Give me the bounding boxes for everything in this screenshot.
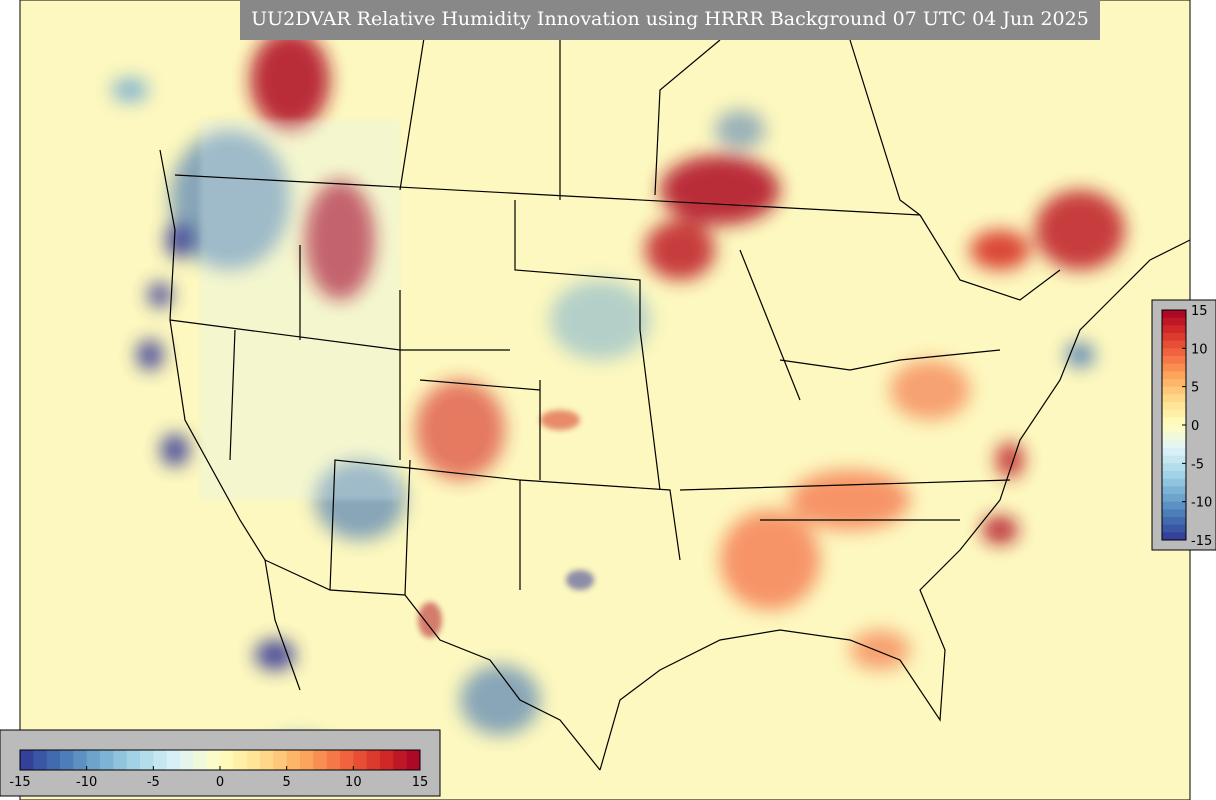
tick-label: 0 [1191, 419, 1199, 434]
tick-label: 10 [1191, 342, 1208, 357]
tick-label: 15 [412, 775, 429, 790]
map [20, 0, 1190, 800]
colorbar-step [273, 750, 288, 770]
colorbar-step [286, 750, 301, 770]
colorbar-step [353, 750, 368, 770]
colorbar-step [1162, 440, 1186, 449]
colorbar-step [166, 750, 181, 770]
colorbar-step [406, 750, 421, 770]
colorbar-step [1162, 363, 1186, 372]
colorbar-step [1162, 448, 1186, 457]
map-title: UU2DVAR Relative Humidity Innovation usi… [251, 8, 1089, 30]
colorbar-horizontal: -15 -10 -5 0 5 10 15 [9, 749, 429, 790]
colorbar-step [300, 750, 314, 770]
colorbar-step [73, 750, 88, 770]
colorbar-step [1162, 310, 1186, 319]
tick-label: 5 [1191, 381, 1199, 396]
colorbar-step [180, 750, 194, 770]
colorbar-step [1162, 348, 1186, 357]
colorbar-step [1162, 317, 1186, 326]
colorbar-step [1162, 471, 1186, 480]
innovation-field [112, 30, 1125, 785]
tick-label: -15 [9, 775, 30, 790]
colorbar-step [313, 750, 328, 770]
colorbar-step [233, 750, 248, 770]
colorbar-step [1162, 402, 1186, 411]
map-background [20, 0, 1190, 800]
colorbar-step [1162, 509, 1186, 518]
colorbar-step [206, 750, 221, 770]
boundaries [159, 0, 1190, 771]
colorbar-step [193, 750, 208, 770]
colorbar-step [46, 750, 61, 770]
colorbar-step [1162, 409, 1186, 418]
colorbar-step [33, 750, 48, 770]
colorbar-step [380, 750, 394, 770]
colorbar-step [393, 750, 408, 770]
colorbar-step [113, 750, 128, 770]
colorbar-step [1162, 455, 1186, 464]
tick-label: -5 [1191, 457, 1204, 472]
colorbar-step [1162, 532, 1186, 541]
colorbar-step [140, 750, 154, 770]
colorbar-step [1162, 486, 1186, 495]
colorbar-step [60, 750, 74, 770]
colorbar-step [153, 750, 168, 770]
colorbar-step [1162, 463, 1186, 472]
colorbar-step [1162, 494, 1186, 503]
tick-label: -15 [1191, 534, 1212, 549]
colorbar-step [1162, 340, 1186, 349]
colorbar-step [1162, 325, 1186, 334]
tick-label: -10 [1191, 496, 1212, 511]
colorbar-step [260, 750, 274, 770]
colorbar-step [326, 750, 341, 770]
colorbar-step [1162, 501, 1186, 510]
colorbar-step [1162, 356, 1186, 365]
colorbar-step [100, 750, 114, 770]
colorbar-step [86, 750, 101, 770]
colorbar-step [1162, 425, 1186, 434]
colorbar-step [1162, 379, 1186, 388]
colorbar-step [1162, 417, 1186, 426]
tick-label: 15 [1191, 304, 1208, 319]
tick-label: 5 [283, 775, 291, 790]
tick-label: -10 [76, 775, 97, 790]
colorbar-step [20, 750, 34, 770]
colorbar-vertical: 15 10 5 0 -5 -10 -15 [1161, 304, 1212, 549]
tick-label: 0 [216, 775, 224, 790]
title-box [240, 0, 1100, 40]
colorbar-step [1162, 394, 1186, 403]
tick-label: -5 [147, 775, 160, 790]
tick-label: 10 [345, 775, 362, 790]
colorbar-step [126, 750, 141, 770]
colorbar-step [246, 750, 261, 770]
colorbar-step [1162, 371, 1186, 380]
colorbar-step [1162, 432, 1186, 441]
colorbar-step [1162, 517, 1186, 526]
colorbar-step [1162, 333, 1186, 342]
colorbar-step [366, 750, 381, 770]
colorbar-step [1162, 386, 1186, 395]
colorbar-step [220, 750, 234, 770]
colorbar-step [1162, 478, 1186, 487]
colorbar-step [340, 750, 354, 770]
colorbar-step [1162, 524, 1186, 533]
